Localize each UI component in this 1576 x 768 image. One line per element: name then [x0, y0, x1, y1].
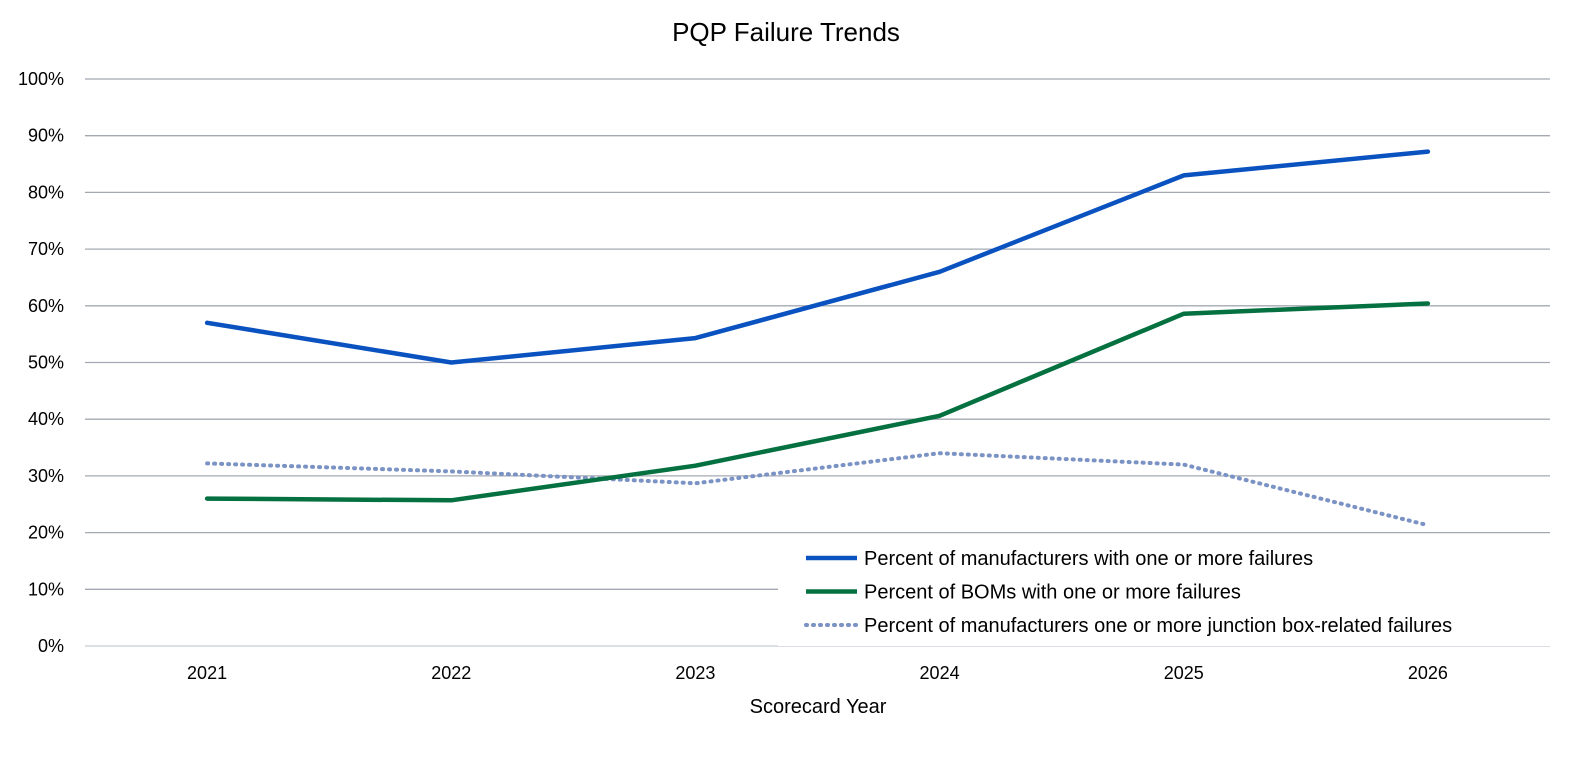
y-tick-label: 70% [28, 239, 64, 259]
y-tick-label: 0% [38, 636, 64, 656]
y-tick-label: 90% [28, 126, 64, 146]
legend-label-1: Percent of manufacturers with one or mor… [864, 548, 1313, 570]
x-tick-label: 2022 [431, 663, 471, 683]
x-tick-label: 2021 [187, 663, 227, 683]
legend-label-3: Percent of manufacturers one or more jun… [864, 615, 1452, 637]
series-lines [204, 149, 1431, 528]
y-tick-label: 10% [28, 579, 64, 599]
gridlines [85, 78, 1550, 647]
legend-background [778, 540, 1550, 646]
x-tick-label: 2025 [1164, 663, 1204, 683]
series-line-1 [204, 149, 1431, 365]
legend: Percent of manufacturers with one or mor… [778, 540, 1550, 646]
y-tick-label: 50% [28, 353, 64, 373]
chart-title: PQP Failure Trends [672, 17, 900, 47]
x-tick-label: 2023 [675, 663, 715, 683]
y-tick-label: 40% [28, 409, 64, 429]
series-line-3 [205, 451, 1430, 528]
y-tick-label: 100% [18, 69, 64, 89]
y-tick-label: 20% [28, 523, 64, 543]
x-axis-tick-labels: 2021 2022 2023 2024 2025 2026 [187, 663, 1448, 683]
y-tick-label: 30% [28, 466, 64, 486]
legend-label-2: Percent of BOMs with one or more failure… [864, 582, 1241, 604]
x-tick-label: 2024 [920, 663, 960, 683]
x-tick-label: 2026 [1408, 663, 1448, 683]
y-tick-label: 80% [28, 182, 64, 202]
series-line-2 [204, 301, 1431, 503]
y-tick-label: 60% [28, 296, 64, 316]
y-axis-tick-labels: 0% 10% 20% 30% 40% 50% 60% 70% 80% 90% 100% [18, 69, 64, 656]
x-axis-title: Scorecard Year [750, 696, 887, 718]
